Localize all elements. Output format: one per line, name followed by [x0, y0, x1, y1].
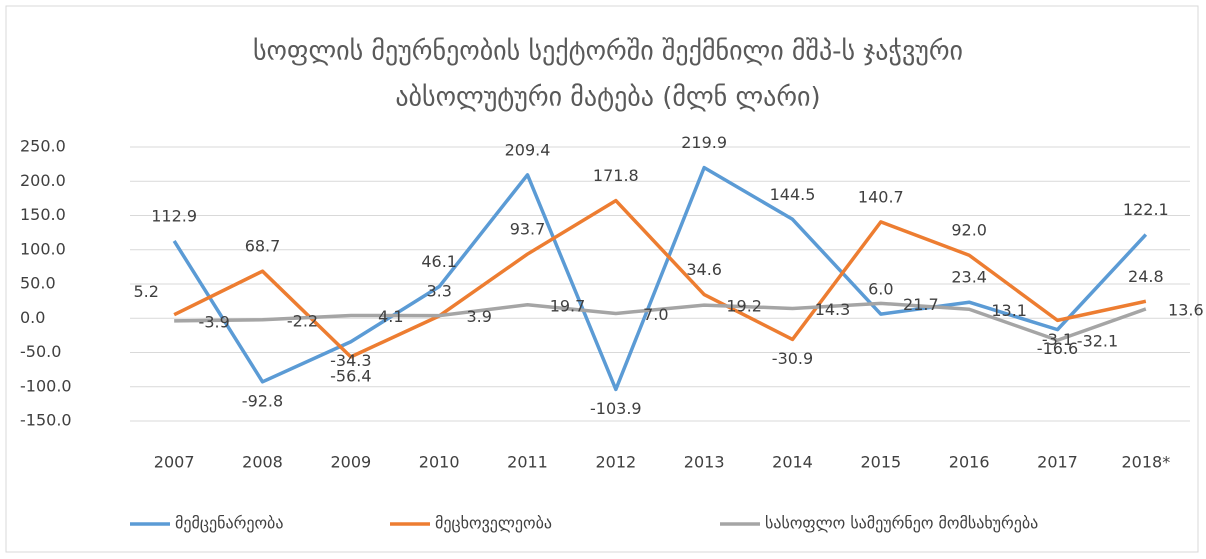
- data-label: -2.2: [287, 311, 318, 330]
- x-tick-label: 2014: [772, 453, 813, 472]
- data-label: -32.1: [1077, 332, 1118, 351]
- data-label: 171.8: [593, 166, 639, 185]
- legend-label: მემცენარეობა: [175, 514, 283, 533]
- x-tick-label: 2016: [949, 453, 990, 472]
- data-label: 3.3: [426, 281, 451, 300]
- chart-title: სოფლის მეურნეობის სექტორში შექმნილი მშპ-…: [253, 37, 963, 67]
- data-label: 4.1: [378, 307, 403, 326]
- data-label: -92.8: [242, 391, 283, 410]
- x-tick-label: 2013: [684, 453, 725, 472]
- data-label: -3.9: [199, 312, 230, 331]
- data-label: -103.9: [590, 399, 642, 418]
- data-label: 13.6: [1168, 300, 1204, 319]
- series-line: [172, 165, 1148, 392]
- x-tick-label: 2011: [507, 453, 548, 472]
- data-label: 34.6: [686, 260, 722, 279]
- y-tick-label: 250.0: [20, 137, 66, 156]
- data-label: 13.1: [991, 301, 1027, 320]
- data-label: 46.1: [421, 252, 457, 271]
- x-tick-label: 2018*: [1121, 453, 1170, 472]
- x-tick-label: 2007: [154, 453, 195, 472]
- x-tick-label: 2015: [860, 453, 901, 472]
- data-label: 19.7: [550, 296, 586, 315]
- series-line: [173, 198, 1147, 359]
- x-tick-label: 2009: [330, 453, 371, 472]
- y-tick-label: 100.0: [20, 239, 66, 258]
- data-label: 19.2: [726, 297, 762, 316]
- data-label: 112.9: [151, 206, 197, 225]
- data-label: 144.5: [770, 185, 816, 204]
- data-label: 68.7: [245, 237, 281, 256]
- data-label: 92.0: [951, 221, 987, 240]
- data-label: 219.9: [681, 133, 727, 152]
- data-label: 21.7: [903, 295, 939, 314]
- data-label: 6.0: [868, 280, 893, 299]
- y-tick-label: -150.0: [20, 411, 72, 430]
- y-tick-label: -100.0: [20, 376, 72, 395]
- data-label: -16.6: [1037, 339, 1078, 358]
- data-label: 7.0: [643, 305, 668, 324]
- data-label: 24.8: [1128, 267, 1164, 286]
- data-label: 140.7: [858, 187, 904, 206]
- data-label: 23.4: [951, 268, 987, 287]
- series-line: [174, 301, 1147, 342]
- data-label: 93.7: [510, 220, 546, 239]
- data-label: 5.2: [133, 282, 158, 301]
- y-tick-label: 150.0: [20, 205, 66, 224]
- y-tick-label: 50.0: [20, 274, 56, 293]
- data-label: -3.1: [1042, 330, 1073, 349]
- x-tick-label: 2010: [419, 453, 460, 472]
- data-label: 209.4: [505, 140, 551, 159]
- chart-title: აბსოლუტური მატება (მლნ ლარი): [395, 83, 820, 113]
- y-tick-label: 200.0: [20, 171, 66, 190]
- data-label: 122.1: [1123, 200, 1169, 219]
- x-tick-label: 2008: [242, 453, 283, 472]
- x-tick-label: 2017: [1037, 453, 1078, 472]
- y-tick-label: -50.0: [20, 342, 61, 361]
- data-label: 3.9: [466, 307, 491, 326]
- data-label: -34.3: [330, 351, 371, 370]
- y-tick-label: 0.0: [20, 308, 45, 327]
- data-label: -30.9: [772, 349, 813, 368]
- legend-label: სასოფლო სამეურნეო მომსახურება: [765, 514, 1038, 533]
- x-tick-label: 2012: [595, 453, 636, 472]
- data-label: 14.3: [815, 300, 851, 319]
- legend-label: მეცხოველეობა: [435, 514, 552, 533]
- data-label: -56.4: [330, 366, 371, 385]
